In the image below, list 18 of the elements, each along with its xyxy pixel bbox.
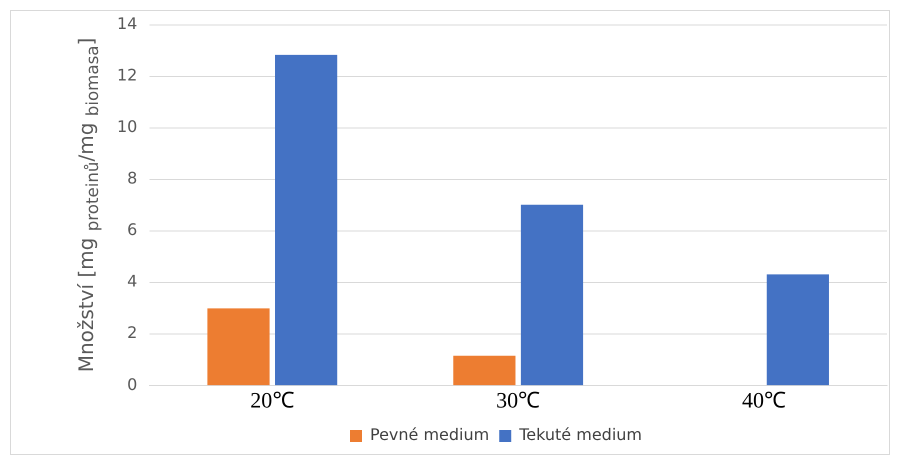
- y-tick-label: 14: [117, 14, 138, 34]
- bar: [520, 204, 584, 386]
- bar: [453, 356, 516, 386]
- x-tick-label: 40℃: [742, 388, 786, 413]
- y-tick-label: 0: [127, 374, 138, 394]
- bar: [207, 308, 270, 386]
- x-tick-label: 20℃: [250, 388, 294, 413]
- bar: [275, 54, 338, 386]
- y-tick-label: 6: [127, 220, 138, 240]
- x-tick-label: 30℃: [496, 388, 540, 413]
- y-tick-label: 2: [127, 323, 138, 342]
- y-tick-label: 12: [117, 66, 138, 85]
- legend-label: Pevné medium: [370, 425, 490, 444]
- y-tick-label: 4: [127, 272, 138, 291]
- legend-label: Tekuté medium: [518, 425, 642, 444]
- bar: [766, 274, 829, 386]
- y-tick-label: 10: [117, 117, 138, 136]
- y-tick-label: 8: [127, 168, 138, 188]
